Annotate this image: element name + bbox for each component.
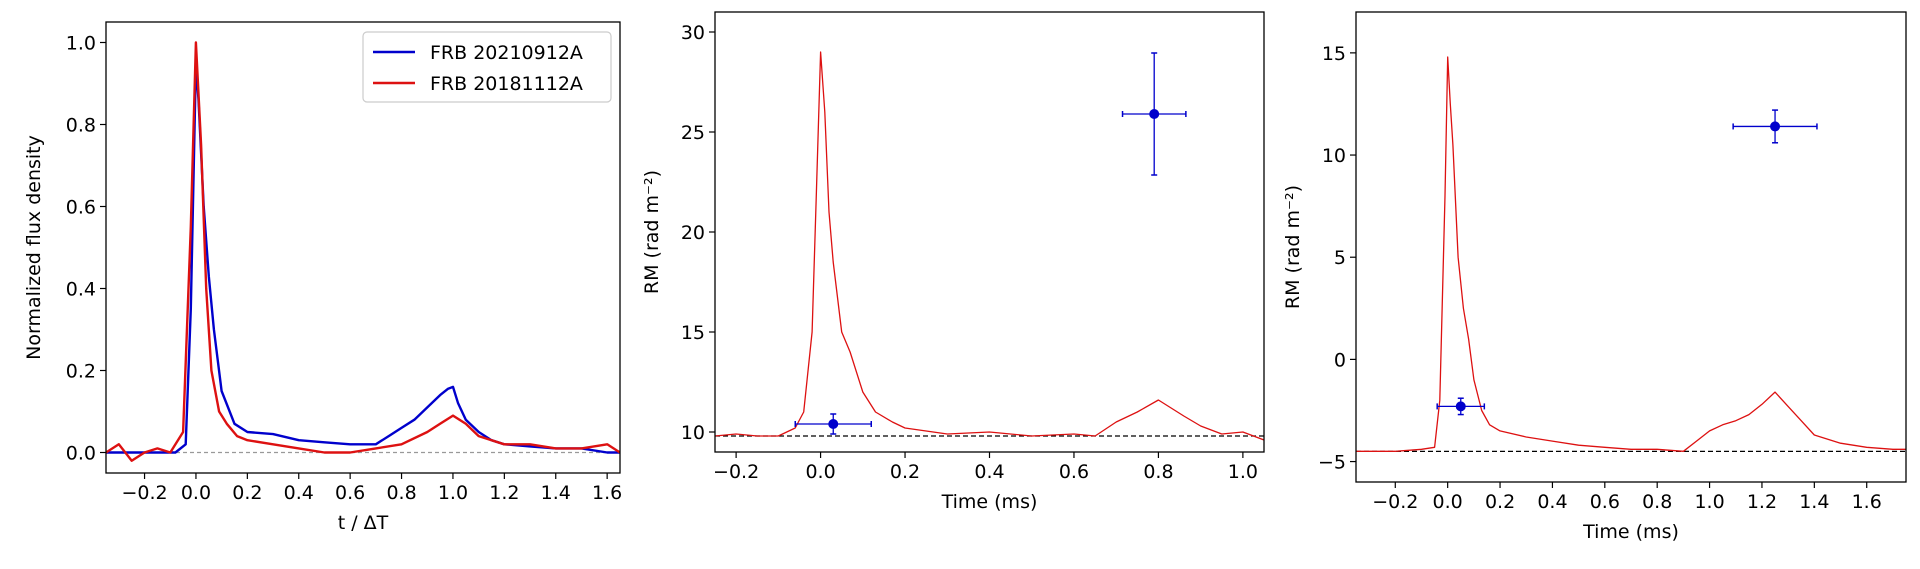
x-axis-label: Time (ms) [1582,521,1679,543]
rm-point-1 [1121,52,1187,176]
y-tick-label: 0.2 [66,361,96,383]
y-tick-label: 5 [1334,247,1346,269]
x-tick-label: 0.4 [284,482,314,504]
rm-point-0 [794,413,873,435]
y-tick-label: 0.8 [66,115,96,137]
rm-point-0 [1436,397,1486,416]
legend-box [362,31,612,103]
y-axis-label: RM (rad m⁻²) [641,170,663,294]
x-tick-label: 1.2 [1747,491,1777,513]
y-tick-label: 10 [681,422,705,444]
series-line-1 [106,41,620,462]
y-tick-label: 10 [1322,145,1346,167]
axes-frame [105,21,621,474]
y-tick-label: 0.4 [66,279,96,301]
x-tick-label: 1.0 [438,482,468,504]
data-point-marker [1770,121,1781,132]
y-tick-label: 15 [681,322,705,344]
series-line-0 [1356,56,1906,452]
panel-rm-frb20181112a: −0.2 0.0 0.2 0.4 0.6 0.8 1.0 10 15 20 25 30 Time (ms… [641,11,1265,513]
panel-rm-frb20210912a: −0.2 0.0 0.2 0.4 0.6 0.8 1.0 1.2 1.4 1.6 −5 0 5 10 15 T… [1282,11,1907,543]
x-tick-label: −0.2 [713,461,759,483]
x-tick-label: 0.0 [1433,491,1463,513]
data-point-marker [1149,109,1160,119]
y-tick-label: 0 [1334,349,1346,371]
x-tick-label: 0.2 [232,482,262,504]
series-line-0 [715,51,1264,441]
axes-frame [1355,11,1907,483]
y-tick-label: 20 [681,222,705,244]
plot-area [715,51,1264,441]
x-tick-label: 0.4 [974,461,1004,483]
y-tick-label: 30 [681,22,705,44]
x-axis-label: t / ΔT [338,512,389,534]
x-tick-label: 0.8 [1143,461,1173,483]
x-tick-label: 0.8 [1642,491,1672,513]
x-tick-label: 0.2 [890,461,920,483]
x-tick-label: 0.8 [386,482,416,504]
data-point-marker [1455,401,1466,412]
y-tick-label: 0.0 [66,443,96,465]
data-point-marker [828,419,839,429]
y-tick-label: 1.0 [66,33,96,55]
plot-area [106,41,620,462]
x-tick-label: 0.4 [1537,491,1567,513]
y-axis-label: RM (rad m⁻²) [1282,185,1304,309]
x-tick-label: 1.0 [1228,461,1258,483]
panel-flux-profile: −0.2 0.0 0.2 0.4 0.6 0.8 1.0 1.2 1.4 1.6 0.0 0.2 0.4… [23,21,622,534]
x-tick-label: 1.2 [489,482,519,504]
y-tick-label: 0.6 [66,197,96,219]
rm-point-1 [1732,109,1818,144]
legend: FRB 20210912A FRB 20181112A [362,31,612,103]
x-tick-label: 0.2 [1485,491,1515,513]
x-axis-label: Time (ms) [941,491,1038,513]
x-tick-label: 0.6 [1590,491,1620,513]
axes-frame [714,11,1265,453]
x-tick-label: 1.0 [1694,491,1724,513]
y-tick-label: 25 [681,122,705,144]
x-tick-label: 0.0 [805,461,835,483]
x-tick-label: 1.6 [1852,491,1882,513]
series-line-0 [106,61,620,454]
x-tick-label: 0.6 [1059,461,1089,483]
legend-entry-0: FRB 20210912A [430,42,583,64]
x-tick-label: 1.4 [541,482,571,504]
x-tick-label: 1.6 [592,482,622,504]
y-axis-label: Normalized flux density [23,135,45,360]
x-tick-label: −0.2 [1372,491,1418,513]
legend-entry-1: FRB 20181112A [430,73,583,95]
plot-area [1356,56,1906,452]
x-tick-label: 1.4 [1799,491,1829,513]
x-tick-label: −0.2 [121,482,167,504]
x-tick-label: 0.6 [335,482,365,504]
x-tick-label: 0.0 [181,482,211,504]
y-tick-label: 15 [1322,43,1346,65]
y-tick-label: −5 [1318,452,1346,474]
